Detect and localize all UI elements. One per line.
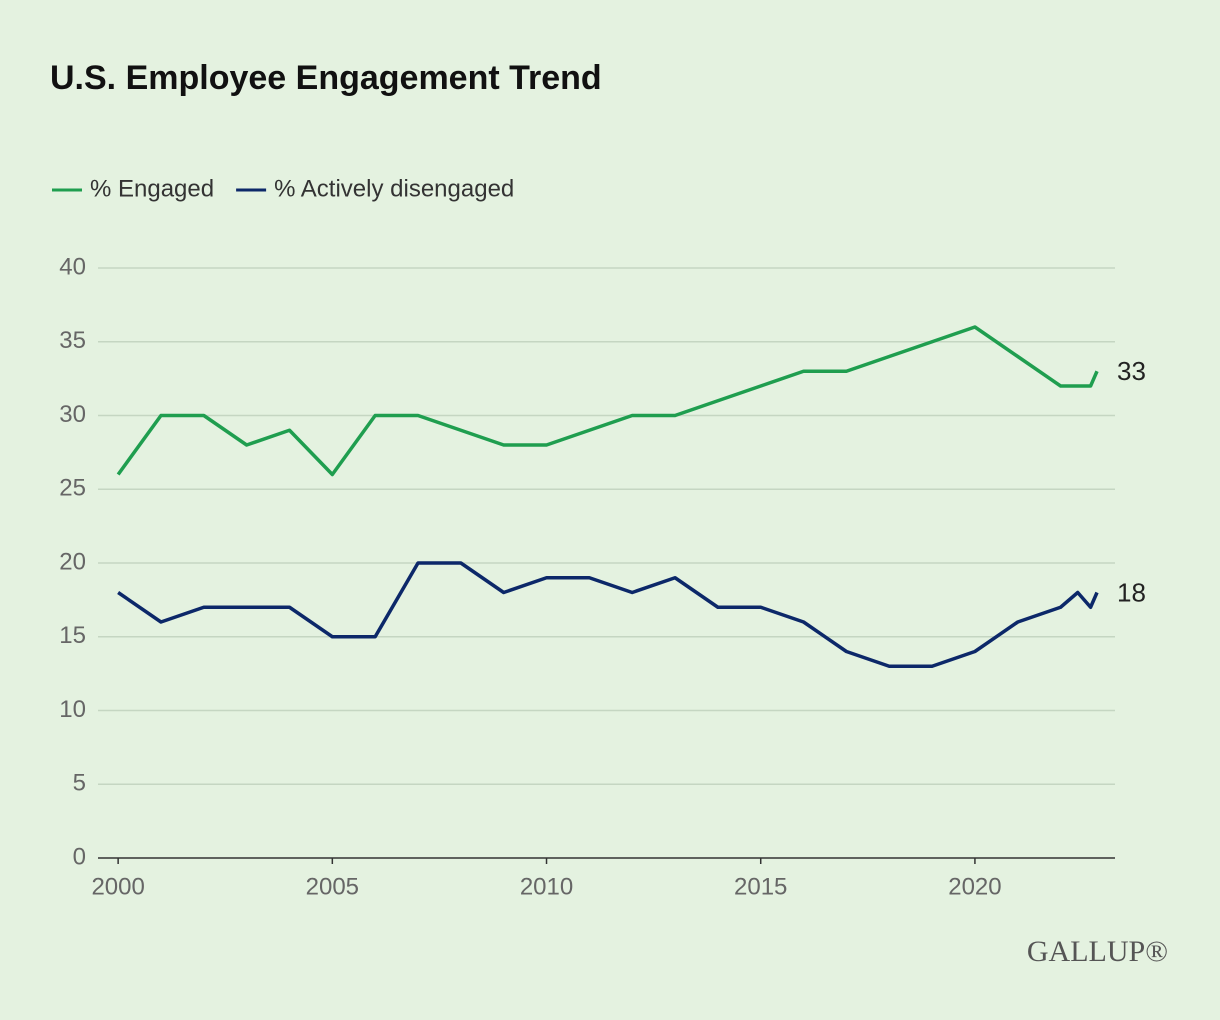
y-tick-label: 10	[59, 696, 86, 723]
series-line	[116, 325, 1099, 477]
x-tick-label: 2010	[520, 873, 573, 900]
end-label: 33	[1117, 356, 1146, 386]
y-tick-label: 0	[73, 843, 86, 870]
y-tick-label: 20	[59, 548, 86, 575]
legend-label: % Engaged	[90, 175, 214, 202]
y-tick-label: 30	[59, 401, 86, 428]
y-tick-label: 35	[59, 327, 86, 354]
y-tick-label: 5	[73, 770, 86, 797]
x-tick-label: 2000	[91, 873, 144, 900]
y-tick-label: 25	[59, 475, 86, 502]
legend-label: % Actively disengaged	[274, 175, 514, 202]
x-tick-label: 2015	[734, 873, 787, 900]
logo: GALLUP®	[1027, 935, 1168, 968]
series-line	[117, 561, 1099, 668]
x-tick-label: 2005	[306, 873, 359, 900]
y-tick-label: 15	[59, 622, 86, 649]
chart-title: U.S. Employee Engagement Trend	[50, 59, 602, 97]
x-tick-label: 2020	[948, 873, 1001, 900]
y-tick-label: 40	[59, 253, 86, 280]
end-label: 18	[1117, 577, 1146, 607]
